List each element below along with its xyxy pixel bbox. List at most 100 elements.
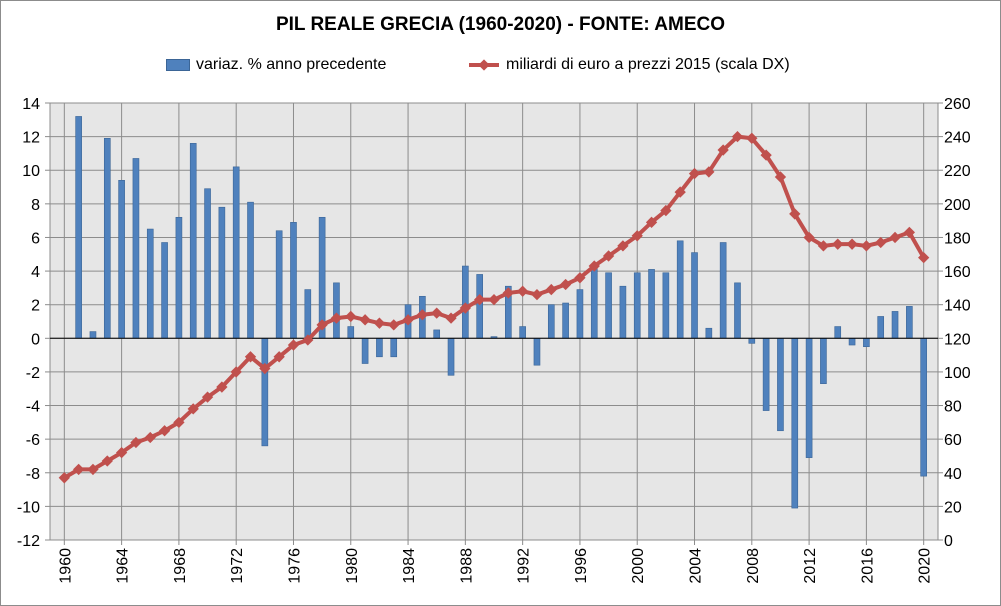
- bar: [433, 329, 441, 339]
- y-right-tick-label: 100: [944, 365, 971, 382]
- line-marker: [488, 293, 500, 306]
- bar: [777, 338, 784, 432]
- line-marker: [688, 167, 701, 180]
- y-left-tick-label: 6: [31, 230, 40, 247]
- x-tick-label: 2000: [630, 548, 647, 584]
- bar: [834, 326, 842, 339]
- bar: [748, 338, 756, 344]
- x-tick-label: 1980: [344, 548, 361, 584]
- bar: [89, 331, 97, 339]
- bar: [161, 242, 168, 339]
- bar: [605, 272, 612, 339]
- bar: [247, 201, 254, 339]
- line-marker: [731, 130, 744, 143]
- chart-title: PIL REALE GRECIA (1960-2020) - FONTE: AM…: [275, 14, 726, 35]
- bar: [562, 302, 569, 339]
- line-marker: [287, 339, 300, 351]
- line-marker: [760, 149, 772, 161]
- y-left-tick-label: 2: [31, 298, 40, 315]
- x-tick-label: 2016: [859, 548, 876, 584]
- bar: [476, 274, 483, 339]
- line-marker: [144, 431, 156, 444]
- bar: [863, 338, 870, 348]
- x-tick-label: 1988: [458, 548, 475, 584]
- bar: [791, 338, 799, 509]
- x-tick-label: 1984: [401, 548, 418, 584]
- bar: [519, 326, 526, 339]
- y-left-tick-label: -4: [26, 399, 40, 416]
- bar: [304, 289, 312, 339]
- line-marker: [459, 302, 472, 314]
- y-right-tick-label: 240: [944, 130, 971, 147]
- y-right-tick-label: 120: [944, 331, 971, 348]
- legend-swatch-line: [469, 59, 499, 71]
- bar: [705, 327, 713, 339]
- bar: [533, 338, 541, 366]
- y-right-tick-label: 0: [944, 533, 953, 550]
- legend: variaz. % anno precedente miliardi di eu…: [0, 56, 1001, 78]
- y-right-tick-label: 260: [944, 96, 971, 113]
- line-marker: [889, 231, 901, 244]
- y-left-tick-label: -6: [26, 432, 40, 449]
- bar: [390, 338, 398, 358]
- bar: [633, 272, 641, 339]
- x-tick-label: 1992: [516, 548, 533, 584]
- line-marker: [259, 362, 271, 375]
- bar: [189, 143, 197, 339]
- x-tick-label: 1972: [229, 548, 246, 584]
- line-marker: [703, 166, 715, 178]
- x-tick-label: 2020: [917, 548, 934, 584]
- line-marker: [602, 250, 615, 262]
- legend-label-bars: variaz. % anno precedente: [196, 56, 387, 73]
- line-marker: [474, 293, 486, 306]
- line-marker: [230, 366, 242, 378]
- bar: [175, 216, 183, 339]
- line-marker: [660, 204, 672, 217]
- bar: [691, 252, 698, 339]
- bar: [648, 269, 655, 339]
- line-marker: [158, 425, 171, 437]
- line-marker: [803, 231, 815, 244]
- line-marker: [402, 314, 414, 326]
- bar: [877, 316, 885, 339]
- line-marker: [559, 278, 572, 291]
- bar: [891, 311, 899, 339]
- line-marker: [918, 251, 930, 264]
- bar: [232, 166, 240, 339]
- bar: [333, 282, 340, 339]
- bar: [290, 222, 297, 339]
- line-marker: [373, 317, 386, 329]
- line-marker: [388, 319, 400, 331]
- bar: [146, 228, 154, 339]
- y-left-tick-label: -10: [17, 499, 40, 516]
- y-right-tick-label: 20: [944, 499, 962, 516]
- bar: [762, 338, 770, 411]
- bar: [75, 116, 82, 339]
- line-marker: [789, 208, 801, 220]
- bar: [462, 265, 469, 339]
- legend-item-bars: variaz. % anno precedente: [166, 56, 386, 74]
- y-left-tick-label: 12: [22, 130, 40, 147]
- bar: [719, 242, 727, 339]
- line-marker: [502, 287, 514, 299]
- bar: [662, 272, 670, 339]
- line-marker: [130, 436, 142, 449]
- line-marker: [416, 309, 429, 321]
- line-marker: [717, 144, 729, 156]
- y-left-tick-label: 8: [31, 197, 40, 214]
- bar: [347, 326, 355, 339]
- y-left-tick-label: 14: [22, 96, 40, 113]
- line-marker: [545, 283, 557, 296]
- bar: [261, 338, 269, 447]
- y-left-tick-label: -12: [17, 533, 40, 550]
- bar: [805, 338, 813, 458]
- line-marker: [302, 334, 314, 346]
- line-marker: [201, 391, 214, 403]
- y-left-tick-label: 10: [22, 163, 40, 180]
- y-left-tick-label: 0: [31, 331, 40, 348]
- y-right-tick-label: 80: [944, 399, 962, 416]
- x-tick-label: 1996: [573, 548, 590, 584]
- legend-label-line: miliardi di euro a prezzi 2015 (scala DX…: [506, 56, 790, 73]
- line-marker: [187, 403, 199, 415]
- line-marker: [516, 285, 529, 297]
